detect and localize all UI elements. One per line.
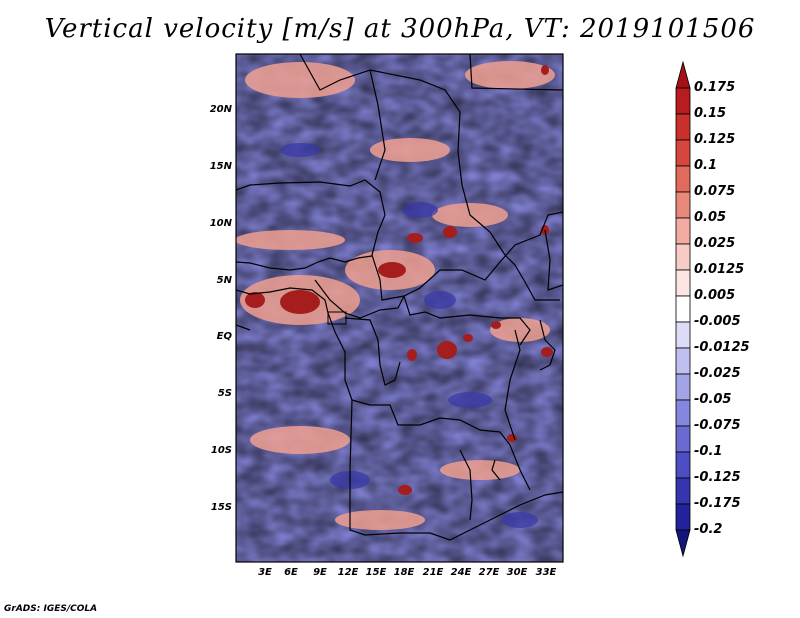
colorbar-label: -0.025 [694,366,741,381]
software-credit: GrADS: IGES/COLA [4,604,98,614]
colorbar-label: 0.15 [694,106,727,121]
lon-label-21e: 21E [422,567,444,578]
lat-label-20n: 20N [209,104,232,115]
colorbar-segment [675,503,691,531]
lon-label-3e: 3E [258,567,272,578]
colorbar-label: 0.005 [694,288,736,303]
lat-label-10s: 10S [210,445,232,456]
strong-updraft-cells [245,65,553,495]
colorbar-segment [675,399,691,427]
colorbar-label: -0.1 [694,444,723,459]
lon-label-24e: 24E [450,567,472,578]
colorbar-segment [675,217,691,245]
lat-label-15s: 15S [210,502,232,513]
chart-title: Vertical velocity [m/s] at 300hPa, VT: 2… [44,14,756,44]
colorbar-label: -0.05 [694,392,732,407]
colorbar-segment [675,87,691,115]
colorbar-label: -0.075 [694,418,741,433]
colorbar-segment [675,477,691,505]
colorbar-label: -0.005 [694,314,741,329]
lon-label-12e: 12E [337,567,359,578]
colorbar-label: -0.0125 [694,340,750,355]
map-frame [235,53,564,563]
colorbar-segment [675,295,691,323]
lat-label-15n: 15N [209,161,232,172]
colorbar-label: 0.05 [694,210,727,225]
colorbar-segment [675,425,691,453]
colorbar-label: 0.025 [694,236,736,251]
colorbar-label: 0.175 [694,80,736,95]
colorbar-label: -0.125 [694,470,741,485]
colorbar-segment [675,191,691,219]
lon-label-18e: 18E [393,567,415,578]
lon-label-15e: 15E [365,567,387,578]
colorbar-segment [675,347,691,375]
colorbar-segment [675,373,691,401]
colorbar-label: 0.1 [694,158,718,173]
lat-label-eq: EQ [216,331,232,342]
colorbar-label: 0.125 [694,132,736,147]
country-borders [236,54,563,541]
lat-label-5s: 5S [217,388,232,399]
colorbar [675,60,691,558]
colorbar-label: 0.075 [694,184,736,199]
colorbar-segment [675,269,691,297]
lon-label-30e: 30E [506,567,528,578]
colorbar-segment [675,243,691,271]
strong-downdraft-cells [280,143,538,528]
map-panel [236,54,563,562]
colorbar-segment [675,60,691,89]
colorbar-segment [675,451,691,479]
lon-label-33e: 33E [535,567,557,578]
lon-label-27e: 27E [478,567,500,578]
colorbar-label: 0.0125 [694,262,745,277]
lon-label-6e: 6E [284,567,298,578]
colorbar-label: -0.175 [694,496,741,511]
colorbar-segment [675,529,691,558]
lon-label-9e: 9E [313,567,327,578]
lat-label-10n: 10N [209,218,232,229]
colorbar-label: -0.2 [694,522,723,537]
colorbar-segment [675,321,691,349]
lat-label-5n: 5N [216,275,232,286]
colorbar-segment [675,113,691,141]
colorbar-segment [675,139,691,167]
colorbar-segment [675,165,691,193]
